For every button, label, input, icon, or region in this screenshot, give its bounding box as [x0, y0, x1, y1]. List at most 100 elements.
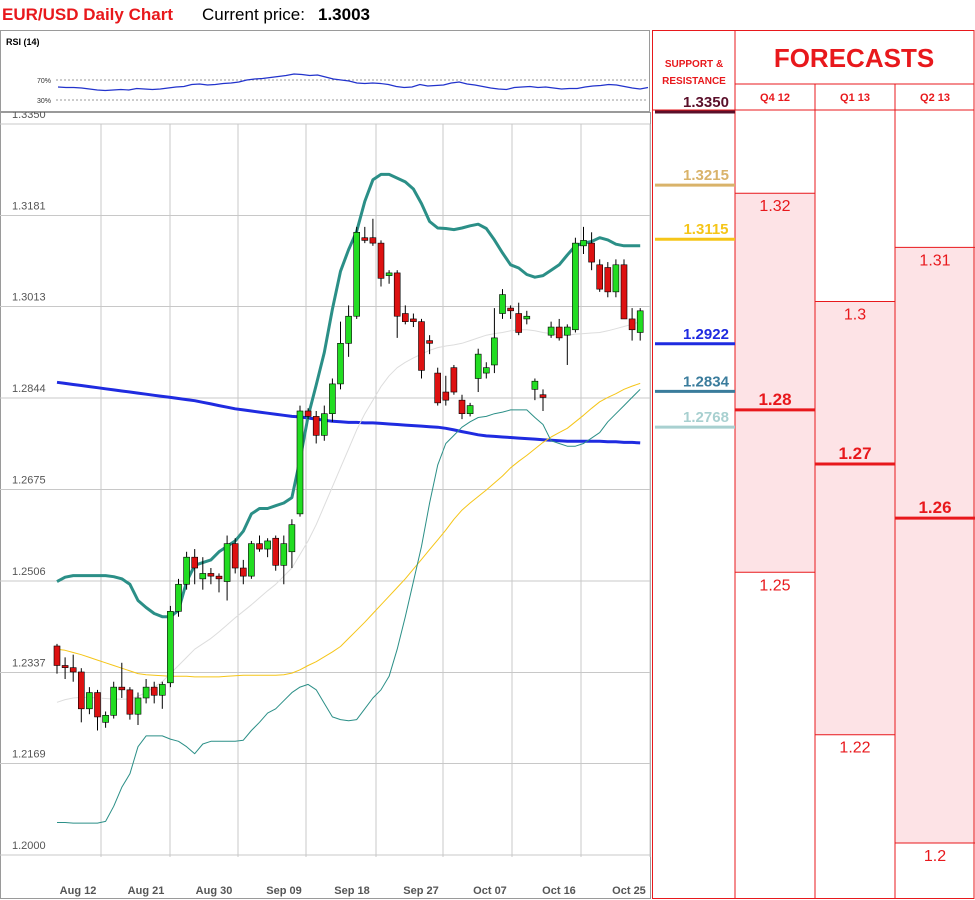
forecast-mid-label: 1.27: [838, 444, 871, 463]
candle-body: [191, 556, 198, 569]
candle-body: [53, 645, 61, 666]
candle-body: [628, 318, 636, 331]
series-line: [56, 380, 641, 445]
candle-body: [499, 294, 506, 314]
candle-body: [110, 686, 117, 716]
y-tick-label: 1.2675: [12, 475, 46, 487]
candle-body: [353, 231, 361, 317]
forecast-high-label: 1.31: [919, 252, 950, 269]
candle-body: [547, 326, 555, 336]
candle-body: [183, 556, 190, 585]
candle-body: [118, 686, 126, 691]
candle-body: [482, 367, 490, 374]
candle-body: [426, 340, 433, 344]
candle-body: [523, 315, 531, 320]
x-tick-label: Sep 09: [266, 885, 301, 897]
candle-body: [491, 337, 498, 366]
candle-body: [134, 697, 142, 715]
table-border: [652, 30, 975, 899]
y-tick-label: 1.3181: [12, 201, 46, 213]
candle-body: [596, 264, 604, 290]
candle-body: [555, 326, 563, 339]
candle-body: [329, 383, 336, 414]
candle-body: [126, 689, 134, 715]
candle-body: [175, 583, 182, 612]
candle-body: [393, 272, 401, 317]
candle-body: [572, 242, 579, 331]
candle-body: [280, 543, 288, 566]
forecast-high-label: 1.32: [759, 198, 790, 215]
candle-body: [369, 237, 377, 244]
candle-body: [272, 537, 280, 566]
y-tick-label: 1.2000: [12, 840, 46, 852]
candle-body: [69, 667, 77, 673]
forecast-column-header: Q4 12: [760, 92, 790, 104]
x-tick-label: Sep 27: [403, 885, 438, 897]
rsi-panel: RSI (14) 70% 30%: [0, 30, 650, 112]
forecast-low-label: 1.2: [924, 848, 946, 865]
candle-body: [385, 272, 393, 276]
y-tick-label: 1.2844: [12, 383, 46, 395]
x-tick-label: Sep 18: [334, 885, 369, 897]
candle-body: [215, 575, 223, 580]
candle-body: [377, 242, 385, 279]
forecast-table: SUPPORT & RESISTANCE FORECASTS Q4 12 Q1 13 Q2…: [652, 30, 975, 899]
sr-level-label: 1.3215: [683, 167, 729, 184]
candle-body: [515, 313, 523, 333]
rsi-level-label: 30%: [37, 98, 51, 105]
series-line: [57, 388, 641, 824]
y-tick-label: 1.2169: [12, 748, 46, 760]
current-price-value: 1.3003: [318, 5, 370, 24]
candle-body: [442, 391, 450, 401]
rsi-level-label: 70%: [37, 78, 51, 85]
sr-level-label: 1.2834: [683, 373, 730, 390]
candle-body: [312, 416, 320, 436]
plot-frame: [0, 112, 651, 899]
candle-body: [401, 313, 409, 322]
candle-body: [167, 611, 174, 684]
x-tick-label: Oct 16: [542, 885, 576, 897]
candle-body: [418, 321, 425, 371]
candle-body: [345, 315, 352, 344]
sr-level-label: 1.3115: [683, 221, 728, 238]
candle-body: [86, 692, 93, 710]
candle-body: [580, 240, 587, 247]
forecast-mid-label: 1.28: [758, 390, 791, 409]
candle-body: [474, 353, 482, 379]
candle-body: [458, 399, 466, 414]
candle-body: [450, 367, 458, 393]
forecast-range-fill: [735, 193, 815, 573]
x-tick-label: Aug 12: [60, 885, 97, 897]
candle-body: [207, 573, 215, 577]
current-price-label: Current price:: [202, 5, 305, 24]
candle-body: [612, 264, 620, 293]
candle-body: [320, 413, 328, 436]
candle-body: [142, 686, 150, 699]
candle-body: [199, 573, 207, 580]
x-tick-label: Aug 21: [128, 885, 165, 897]
rsi-line: [57, 73, 649, 92]
candle-body: [240, 567, 247, 577]
forecast-high-label: 1.3: [844, 307, 866, 324]
y-tick-label: 1.3013: [12, 291, 46, 303]
support-resistance-header: RESISTANCE: [662, 76, 726, 87]
candle-body: [588, 242, 595, 263]
y-tick-label: 1.3350: [12, 112, 46, 121]
series-line: [56, 172, 641, 619]
candle-body: [539, 394, 547, 398]
candle-body: [466, 405, 474, 414]
candle-body: [159, 684, 166, 696]
candle-body: [102, 714, 109, 723]
series-line: [56, 382, 641, 678]
forecasts-title: FORECASTS: [774, 43, 934, 73]
forecast-low-label: 1.25: [759, 577, 790, 594]
forecast-range-fill: [895, 247, 975, 844]
candle-body: [94, 692, 101, 718]
sr-level-label: 1.2768: [683, 409, 729, 426]
candle-body: [531, 380, 539, 390]
support-resistance-header: SUPPORT &: [665, 59, 723, 70]
sr-level-label: 1.3350: [683, 94, 729, 111]
candle-body: [337, 343, 344, 385]
candle-body: [434, 372, 442, 404]
rsi-label: RSI (14): [6, 37, 40, 47]
